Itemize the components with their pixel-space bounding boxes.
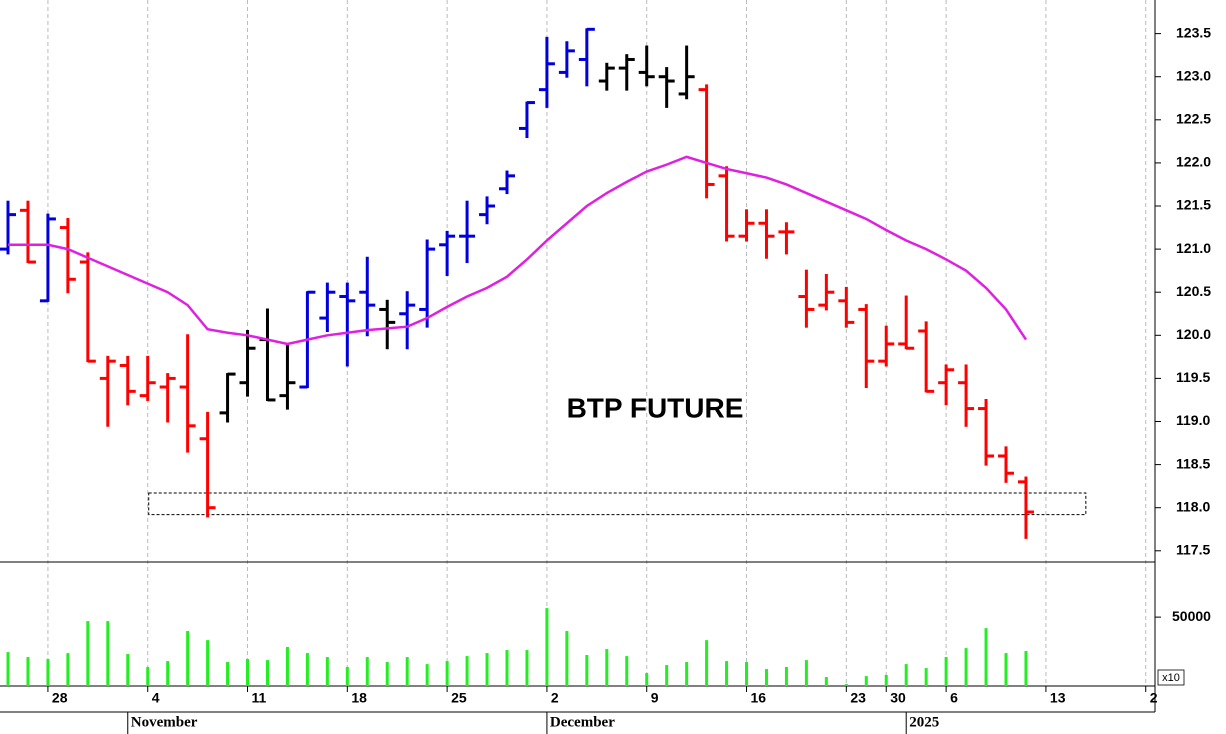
y-tick-label: 121.5 (1176, 197, 1211, 213)
y2-tick-label: 50000 (1172, 608, 1211, 624)
y-tick-label: 123.0 (1176, 67, 1211, 83)
x-tick-label: 2 (1150, 690, 1158, 706)
x-tick-label: 2 (551, 690, 559, 706)
chart-title: BTP FUTURE (567, 392, 744, 423)
x-tick-label: 6 (950, 690, 958, 706)
y-tick-label: 119.0 (1176, 412, 1210, 428)
moving-average (8, 155, 1028, 346)
y-tick-label: 123.5 (1176, 24, 1211, 40)
y-tick-label: 118.0 (1176, 498, 1210, 514)
y-tick-label: 117.5 (1176, 541, 1210, 557)
x-tick-label: 16 (751, 690, 767, 706)
x-tick-label: 25 (451, 690, 467, 706)
month-label: December (550, 714, 615, 730)
x-tick-label: 28 (52, 690, 68, 706)
y-tick-label: 121.0 (1176, 240, 1211, 256)
x-tick-label: 13 (1050, 690, 1066, 706)
x-tick-label: 11 (252, 690, 267, 706)
x-tick-label: 9 (651, 690, 659, 706)
y-tick-label: 118.5 (1176, 455, 1210, 471)
scale-note: x10 (1162, 672, 1180, 684)
x-tick-label: 18 (351, 690, 367, 706)
x-tick-label: 4 (152, 690, 160, 706)
month-label: 2025 (909, 714, 939, 730)
x-tick-label: 30 (890, 690, 906, 706)
y-tick-label: 120.0 (1176, 326, 1211, 342)
month-label: November (131, 714, 198, 730)
y-tick-label: 122.5 (1176, 111, 1211, 127)
x-tick-label: 23 (850, 690, 866, 706)
support-zone (148, 492, 1087, 516)
y-tick-label: 122.0 (1176, 154, 1211, 170)
y-tick-label: 120.5 (1176, 283, 1211, 299)
scale-note-box (1157, 669, 1185, 686)
y-tick-label: 119.5 (1176, 369, 1210, 385)
